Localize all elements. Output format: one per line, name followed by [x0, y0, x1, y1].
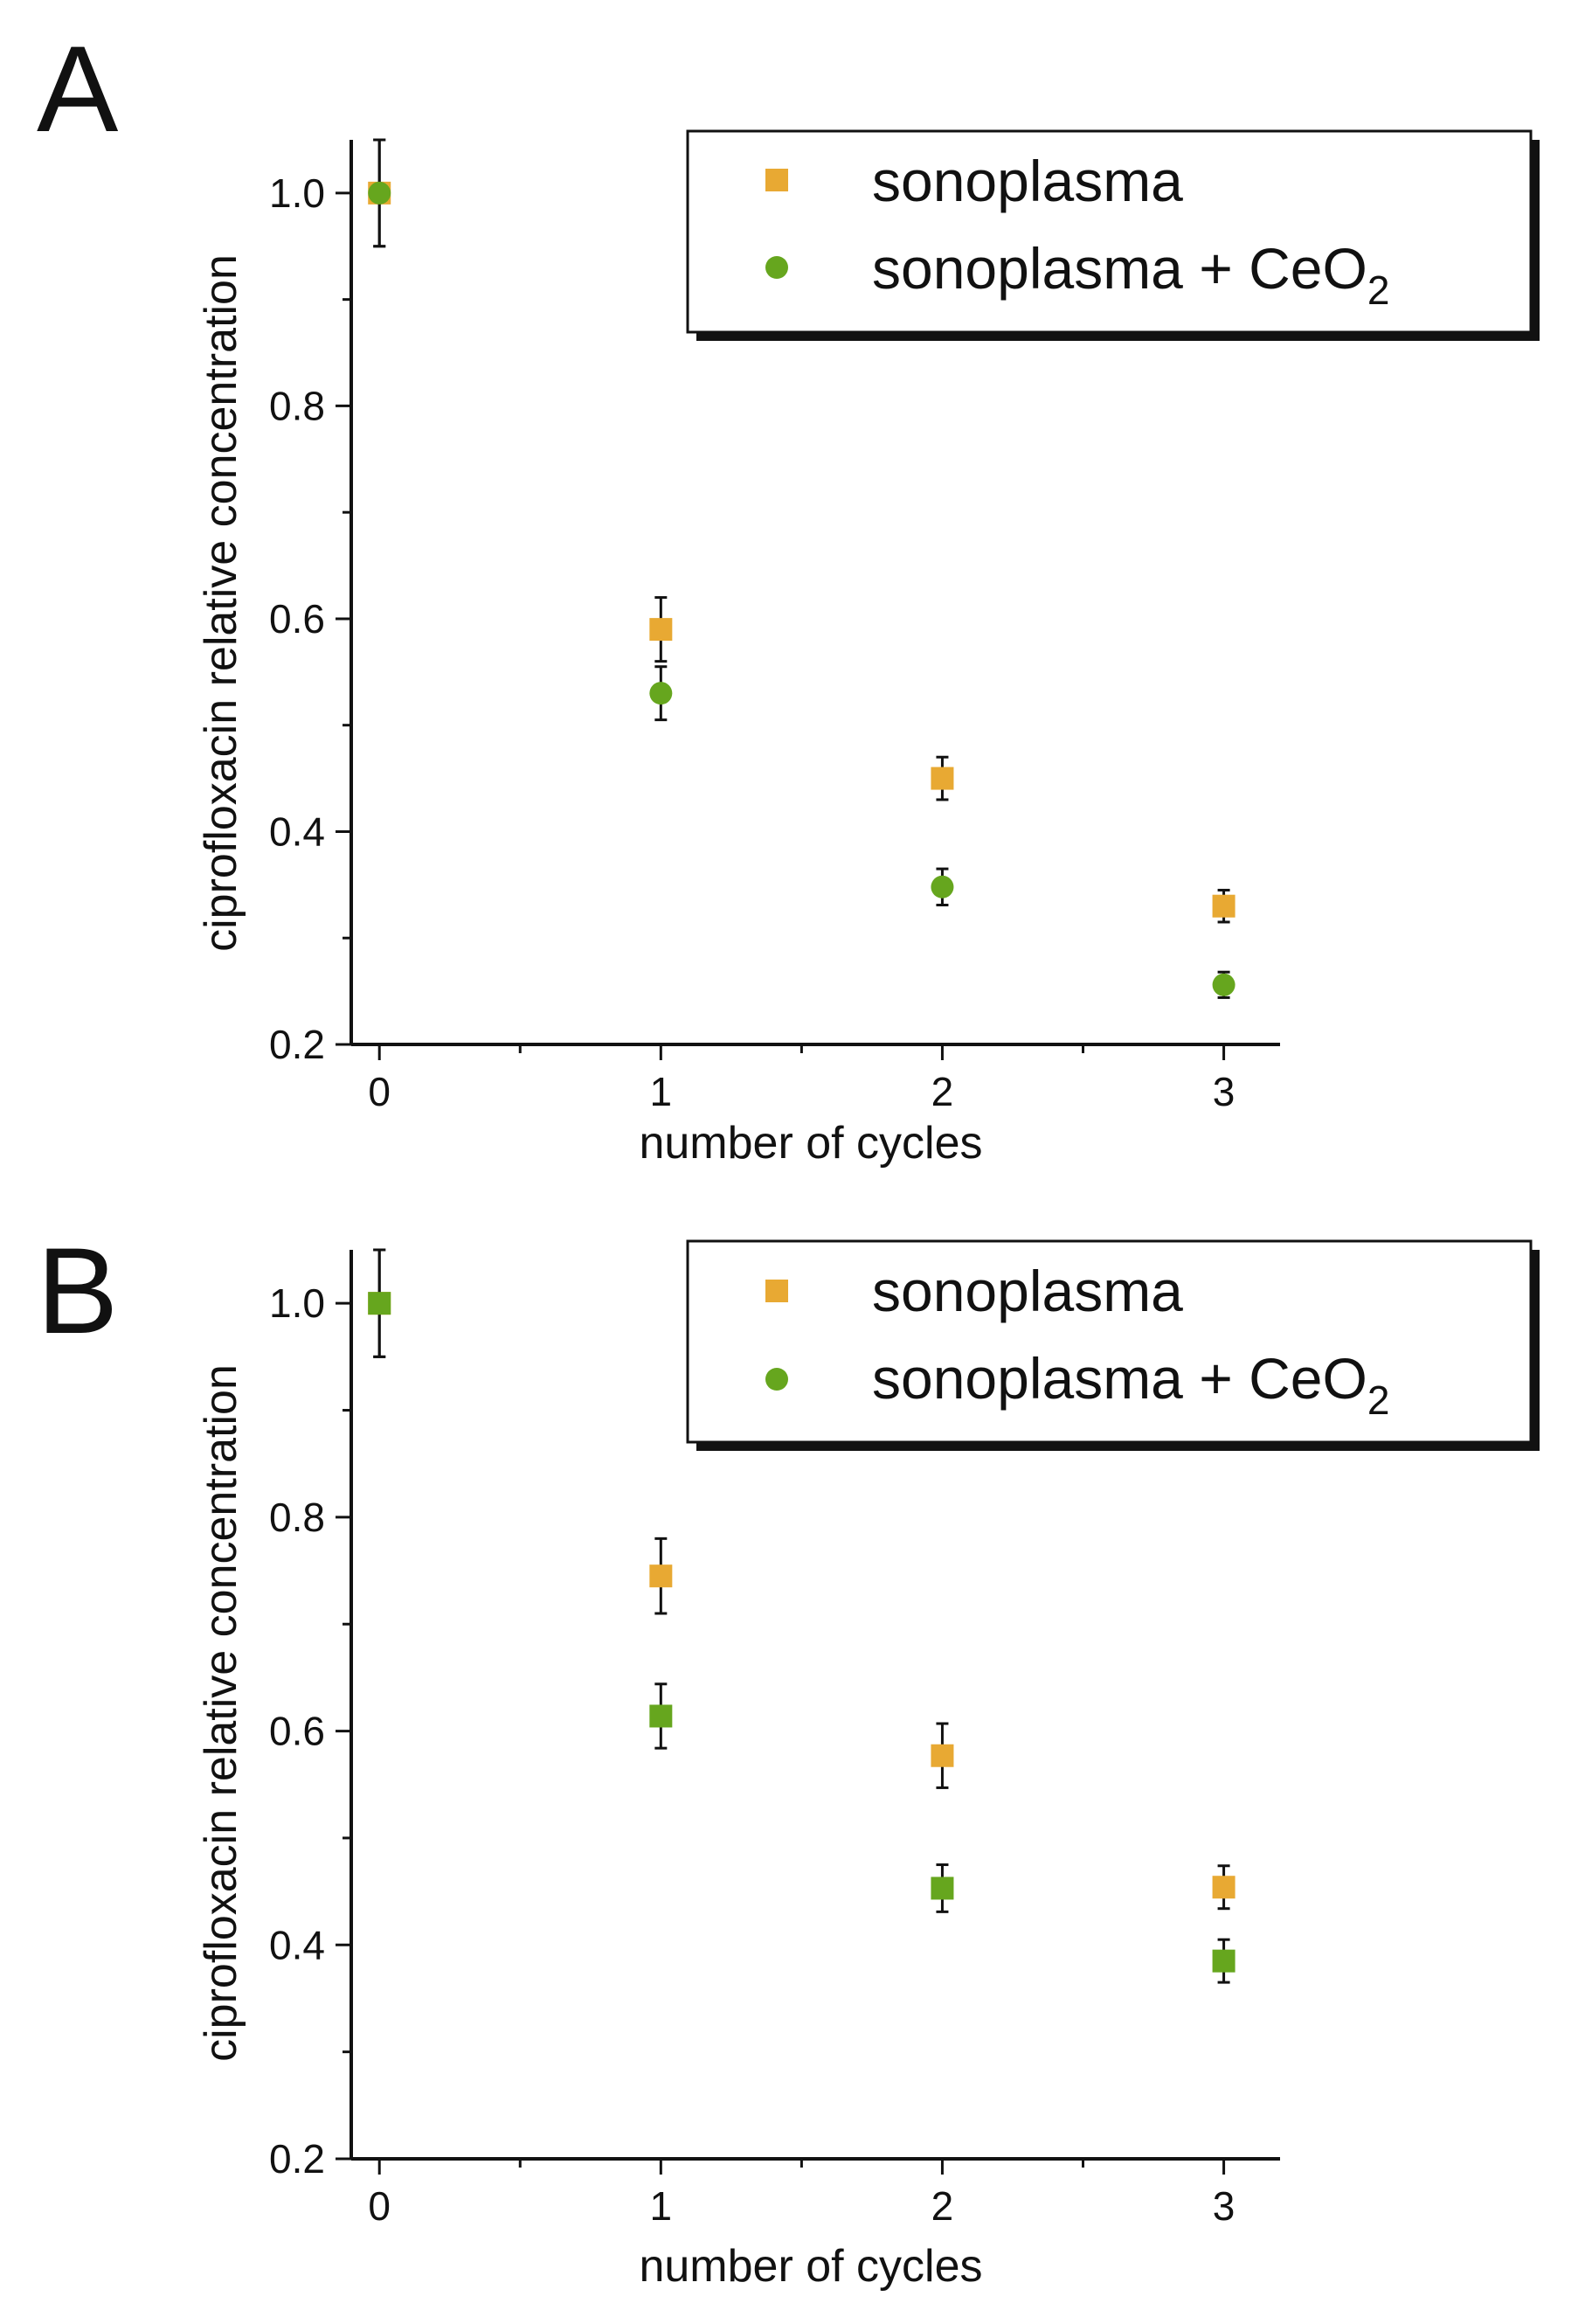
panel-b-x-axis-title: number of cycles — [639, 2241, 982, 2292]
panel-a-x-axis-title: number of cycles — [639, 1118, 982, 1169]
data-point — [649, 1704, 673, 1728]
x-tick-label: 0 — [368, 2183, 391, 2229]
y-tick-label: 0.4 — [269, 1922, 325, 1967]
panel-b-legend-box — [686, 1239, 1533, 1444]
x-tick-label: 1 — [650, 2183, 673, 2229]
panel-a: A ciprofloxacin relative concentration n… — [37, 20, 1540, 1169]
panel-a-legend-marker-square — [765, 169, 788, 191]
data-point — [649, 1564, 673, 1588]
panel-b-legend: sonoplasma sonoplasma + CeO2 — [686, 1239, 1540, 1451]
data-point — [931, 875, 954, 898]
panel-b-axes — [350, 1250, 1280, 2161]
x-tick-label: 1 — [650, 1069, 673, 1114]
panel-a-letter: A — [37, 20, 119, 157]
panel-a-legend-label-sonoplasma-ceo2: sonoplasma + CeO2 — [872, 236, 1389, 313]
data-point — [1212, 894, 1236, 918]
panel-a-legend: sonoplasma sonoplasma + CeO2 — [686, 129, 1540, 341]
data-point — [931, 1877, 954, 1900]
y-tick-label: 0.2 — [269, 2136, 325, 2182]
panel-a-legend-label-sonoplasma: sonoplasma — [872, 149, 1183, 213]
panel-b: B ciprofloxacin relative concentration n… — [37, 1222, 1540, 2292]
panel-a-x-ticks: 0 1 2 3 — [368, 1044, 1235, 1114]
panel-b-x-ticks: 0 1 2 3 — [368, 2159, 1235, 2229]
panel-a-series — [368, 138, 1236, 999]
panel-b-legend-marker-square — [765, 1280, 788, 1302]
panel-b-series — [368, 1248, 1236, 1984]
data-point — [368, 181, 391, 205]
x-tick-label: 0 — [368, 1069, 391, 1114]
data-point — [649, 618, 673, 642]
panel-b-legend-marker-circle — [765, 1368, 788, 1391]
y-tick-label: 0.8 — [269, 1495, 325, 1540]
data-point — [649, 682, 673, 705]
x-tick-label: 2 — [931, 1069, 954, 1114]
x-tick-label: 3 — [1213, 1069, 1236, 1114]
panel-a-legend-box — [686, 129, 1533, 334]
y-tick-label: 0.8 — [269, 383, 325, 428]
data-point — [1212, 1949, 1236, 1973]
panel-b-legend-label-sonoplasma: sonoplasma — [872, 1259, 1183, 1323]
panel-b-letter: B — [37, 1222, 118, 1359]
y-tick-label: 1.0 — [269, 170, 325, 216]
data-point — [931, 1744, 954, 1767]
y-tick-label: 0.4 — [269, 808, 325, 854]
x-tick-label: 3 — [1213, 2183, 1236, 2229]
y-tick-label: 0.6 — [269, 1709, 325, 1754]
data-point — [1212, 973, 1236, 996]
y-tick-label: 0.6 — [269, 596, 325, 642]
data-point — [368, 1292, 391, 1315]
y-tick-label: 0.2 — [269, 1022, 325, 1067]
panel-a-legend-marker-circle — [765, 256, 788, 279]
panel-b-y-axis-title: ciprofloxacin relative concentration — [196, 1364, 246, 2062]
data-point — [931, 767, 954, 790]
y-tick-label: 1.0 — [269, 1280, 325, 1326]
panel-a-axes — [350, 140, 1280, 1046]
panel-a-y-axis-title: ciprofloxacin relative concentration — [196, 254, 246, 952]
x-tick-label: 2 — [931, 2183, 954, 2229]
panel-a-y-ticks: 0.2 0.4 0.6 0.8 1.0 — [269, 170, 351, 1067]
panel-b-legend-label-sonoplasma-ceo2: sonoplasma + CeO2 — [872, 1346, 1389, 1423]
data-point — [1212, 1876, 1236, 1899]
panel-b-y-ticks: 0.2 0.4 0.6 0.8 1.0 — [269, 1280, 351, 2182]
